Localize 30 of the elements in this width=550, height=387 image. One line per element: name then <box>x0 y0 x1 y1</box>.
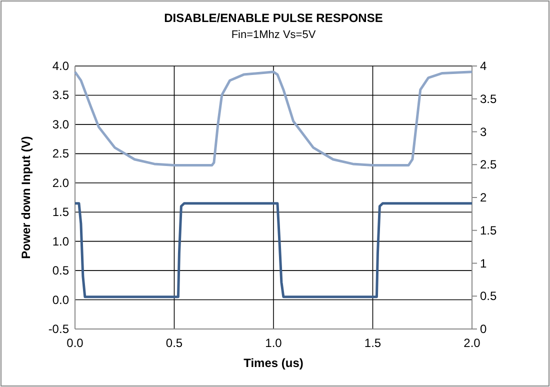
y-tick-label: 2.0 <box>52 176 70 190</box>
y-tick-label: 2.5 <box>52 146 70 161</box>
y-tick-label: 4.0 <box>52 59 70 73</box>
y-tick-label: 0.5 <box>52 264 70 278</box>
y2-tick-label: 0 <box>480 322 487 336</box>
chart-subtitle: Fin=1Mhz Vs=5V <box>231 29 316 41</box>
line-series <box>74 70 474 167</box>
y2-tick-label: 0.5 <box>480 289 498 304</box>
y2-tick-label: 2.5 <box>480 158 498 172</box>
line-series <box>74 202 474 298</box>
y2-tick-label: 1 <box>480 256 487 270</box>
y-tick-label: 1.5 <box>52 205 70 220</box>
chart-title: DISABLE/ENABLE PULSE RESPONSE <box>164 11 383 25</box>
y-tick-label: 0.0 <box>52 292 70 307</box>
y2-tick-label: 2 <box>480 190 487 204</box>
x-tick-label: 1.5 <box>364 336 382 350</box>
y2-tick-label: 3 <box>480 124 487 139</box>
y-axis-title: Power down Input (V) <box>19 136 33 259</box>
x-tick-label: 2.0 <box>464 336 481 350</box>
x-tick-label: 0.5 <box>166 336 183 350</box>
x-tick-label: 1.0 <box>265 336 282 350</box>
y2-tick-label: 3.5 <box>480 92 498 106</box>
y-tick-label: 1.0 <box>52 234 70 248</box>
y2-tick-label: 1.5 <box>480 223 498 238</box>
y2-tick-label: 4 <box>480 59 487 73</box>
x-axis-title: Times (us) <box>244 356 304 370</box>
y-tick-label: -0.5 <box>48 322 70 336</box>
y-tick-label: 3.0 <box>52 117 70 132</box>
x-tick-label: 0.0 <box>66 336 84 350</box>
y-tick-label: 3.5 <box>52 88 70 102</box>
